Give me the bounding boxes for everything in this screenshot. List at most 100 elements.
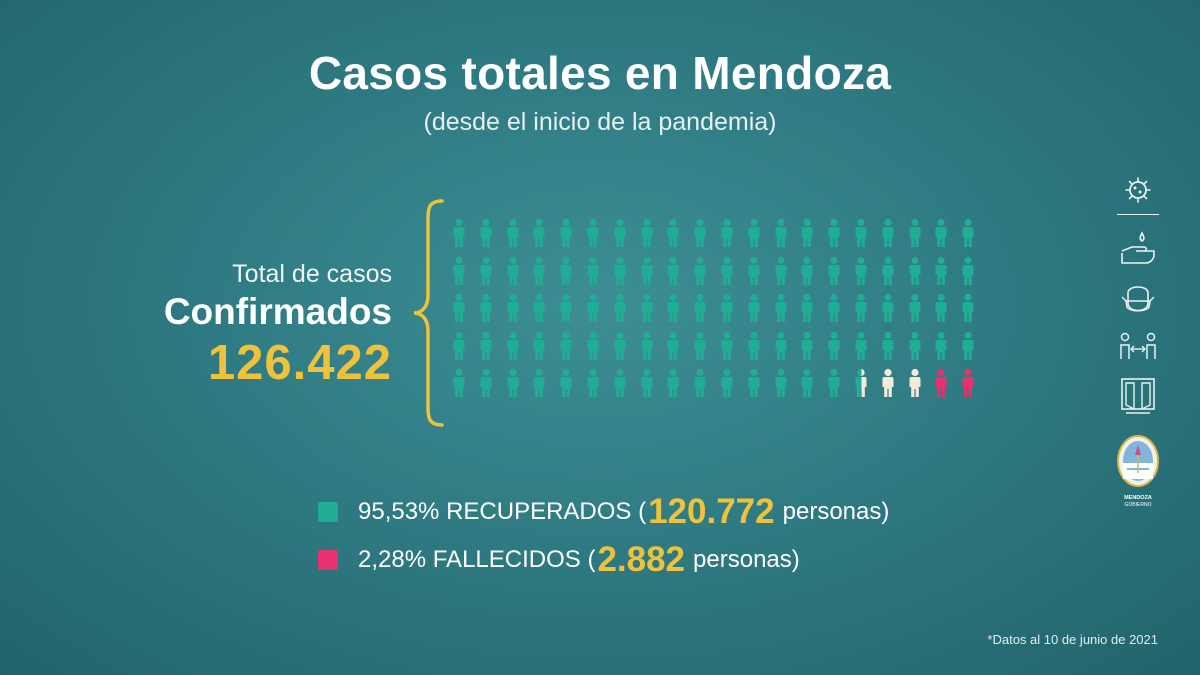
deceased-suffix: personas) bbox=[693, 546, 800, 573]
person-icon-active bbox=[909, 368, 921, 397]
person-icon-recovered bbox=[560, 331, 572, 360]
person-icon-recovered bbox=[828, 331, 840, 360]
person-icon-recovered bbox=[775, 331, 787, 360]
page-title: Casos totales en Mendoza bbox=[308, 47, 892, 99]
confirmed-number: 126.422 bbox=[207, 336, 392, 390]
logo-text-mendoza: MENDOZA bbox=[1124, 495, 1152, 501]
person-icon-recovered bbox=[775, 293, 787, 322]
person-icon-recovered bbox=[721, 218, 733, 247]
person-icon-recovered bbox=[909, 218, 921, 247]
person-icon-recovered bbox=[480, 293, 492, 322]
mask-icon bbox=[1121, 286, 1155, 312]
person-icon-recovered bbox=[641, 368, 653, 397]
person-icon-recovered bbox=[855, 218, 867, 247]
person-icon-recovered bbox=[533, 293, 545, 322]
person-icon-active bbox=[855, 368, 867, 397]
person-icon-recovered bbox=[721, 331, 733, 360]
window-ventilation-icon bbox=[1121, 378, 1155, 414]
person-icon-recovered bbox=[909, 331, 921, 360]
person-icon-recovered bbox=[801, 368, 813, 397]
person-icon-recovered bbox=[935, 256, 947, 285]
person-icon-recovered bbox=[801, 331, 813, 360]
person-icon-recovered bbox=[721, 293, 733, 322]
person-icon-recovered bbox=[533, 368, 545, 397]
person-icon-recovered bbox=[775, 256, 787, 285]
person-icon-recovered bbox=[855, 256, 867, 285]
person-icon-recovered bbox=[748, 331, 760, 360]
recovered-suffix: personas) bbox=[782, 498, 890, 525]
recovered-percent: 95,53% RECUPERADOS ( bbox=[358, 498, 647, 525]
person-icon-recovered bbox=[855, 293, 867, 322]
person-icon-recovered bbox=[694, 368, 706, 397]
recovered-swatch bbox=[318, 502, 338, 522]
person-icon-recovered bbox=[882, 256, 894, 285]
person-icon-recovered bbox=[694, 218, 706, 247]
person-icon-recovered bbox=[935, 293, 947, 322]
person-icon-recovered bbox=[453, 218, 465, 247]
legend-deceased: 2,28% FALLECIDOS ( 2.882 personas) bbox=[318, 536, 889, 584]
person-icon-recovered bbox=[533, 331, 545, 360]
person-icon-recovered bbox=[775, 218, 787, 247]
person-icon-recovered bbox=[667, 331, 679, 360]
person-icon-recovered bbox=[667, 293, 679, 322]
person-icon-recovered bbox=[560, 218, 572, 247]
person-icon-recovered bbox=[507, 218, 519, 247]
distance-icon bbox=[1120, 332, 1156, 359]
person-icon-recovered bbox=[587, 331, 599, 360]
person-icon-recovered bbox=[828, 256, 840, 285]
person-icon-recovered bbox=[560, 293, 572, 322]
person-icon-recovered bbox=[828, 368, 840, 397]
total-label: Total de casos bbox=[232, 260, 392, 288]
person-icon-recovered bbox=[453, 293, 465, 322]
person-icon-recovered bbox=[801, 218, 813, 247]
handwash-icon bbox=[1121, 231, 1155, 264]
person-icon-recovered bbox=[641, 256, 653, 285]
data-date-footnote: *Datos al 10 de junio de 2021 bbox=[987, 632, 1158, 647]
person-icon-recovered bbox=[882, 218, 894, 247]
deceased-swatch bbox=[318, 550, 338, 570]
person-icon-recovered bbox=[882, 331, 894, 360]
person-icon-recovered bbox=[935, 331, 947, 360]
person-icon-recovered bbox=[614, 293, 626, 322]
person-icon-recovered bbox=[828, 293, 840, 322]
deceased-number: 2.882 bbox=[597, 540, 686, 579]
legend-recovered: 95,53% RECUPERADOS ( 120.772 personas) bbox=[318, 488, 889, 536]
person-icon-deceased bbox=[962, 368, 974, 397]
person-icon-recovered bbox=[962, 331, 974, 360]
legend: 95,53% RECUPERADOS ( 120.772 personas) 2… bbox=[318, 488, 889, 584]
person-icon-deceased bbox=[935, 368, 947, 397]
deceased-percent: 2,28% FALLECIDOS ( bbox=[358, 546, 596, 573]
person-icon-recovered bbox=[641, 218, 653, 247]
side-icon-column: MENDOZA GOBIERNO bbox=[1112, 172, 1164, 511]
person-icon-recovered bbox=[721, 256, 733, 285]
person-icon-recovered bbox=[480, 331, 492, 360]
person-icon-active bbox=[882, 368, 894, 397]
person-icon-recovered bbox=[453, 331, 465, 360]
virus-icon bbox=[1125, 177, 1151, 203]
person-icon-recovered bbox=[560, 256, 572, 285]
person-icon-recovered bbox=[828, 218, 840, 247]
recovered-number: 120.772 bbox=[648, 492, 775, 531]
person-icon-recovered bbox=[935, 218, 947, 247]
person-icon-recovered bbox=[507, 256, 519, 285]
person-icon-recovered bbox=[721, 368, 733, 397]
person-icon-recovered bbox=[614, 368, 626, 397]
person-pictogram-grid bbox=[450, 218, 980, 413]
person-icon-recovered bbox=[667, 368, 679, 397]
person-icon-recovered bbox=[641, 331, 653, 360]
person-icon-recovered bbox=[748, 218, 760, 247]
person-icon-recovered bbox=[962, 218, 974, 247]
page-subtitle: (desde el inicio de la pandemia) bbox=[423, 108, 777, 136]
person-icon-recovered bbox=[587, 218, 599, 247]
person-icon-recovered bbox=[614, 256, 626, 285]
person-icon-recovered bbox=[748, 256, 760, 285]
person-icon-recovered bbox=[962, 256, 974, 285]
person-icon-recovered bbox=[909, 293, 921, 322]
person-icon-recovered bbox=[694, 293, 706, 322]
person-icon-recovered bbox=[801, 256, 813, 285]
person-icon-recovered bbox=[909, 256, 921, 285]
side-divider bbox=[1117, 214, 1159, 215]
person-icon-recovered bbox=[694, 331, 706, 360]
person-icon-recovered bbox=[667, 256, 679, 285]
person-icon-recovered bbox=[962, 293, 974, 322]
